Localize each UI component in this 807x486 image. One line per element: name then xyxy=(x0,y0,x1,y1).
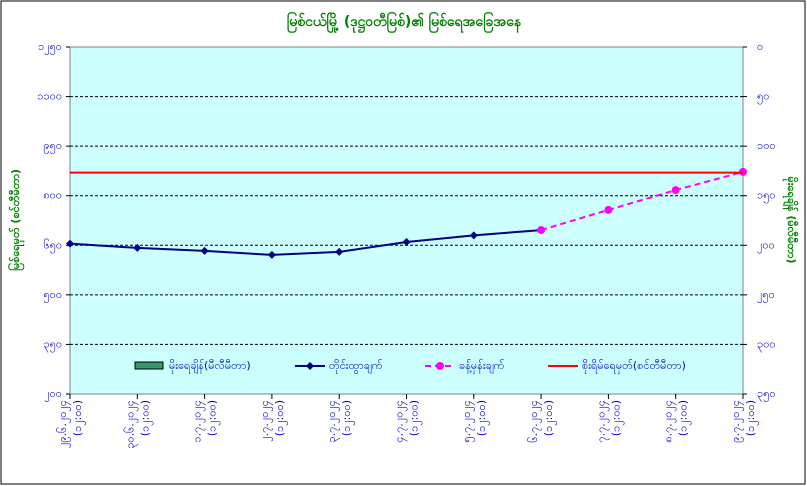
y2-tick-label: ၀ xyxy=(757,40,763,53)
x-tick-time: (၁၂:၀၀) xyxy=(408,400,423,436)
y2-tick-label: ၁၀၀ xyxy=(757,139,776,152)
chart-title: မြစ်ငယ်မြို့ (ဒုဋ္ဌဝတီမြစ်)၏ မြစ်ရေအခြေအ… xyxy=(287,12,522,33)
y-tick-label: ၂၀၀ xyxy=(44,387,62,402)
x-tick-label: ၁.၇.၂၀၂၄ (၁၂:၀၀) xyxy=(191,400,221,443)
point xyxy=(335,247,344,256)
point xyxy=(604,205,613,214)
y-tick-label: ၆၅၀ xyxy=(43,238,62,253)
legend-label: ခန့်မှန်းချက် xyxy=(459,359,505,374)
y2-tick-label: ၅၀ xyxy=(757,90,769,105)
point xyxy=(267,250,276,259)
x-tick-label: ၆.၇.၂၀၂၄ (၁၂:၀၀) xyxy=(527,400,557,443)
point xyxy=(200,246,209,255)
point xyxy=(133,243,142,252)
y2-tick-label: ၂၅၀ xyxy=(757,288,775,303)
y2-axis-title: မိုးရေချိန် (မီလီမီတာ) xyxy=(782,177,799,264)
x-tick-label: ၇.၇.၂၀၂၄ (၁၂:၀၀) xyxy=(594,400,624,443)
y2-tick-label: ၃၀၀ xyxy=(757,337,776,352)
x-tick-time: (၁၂:၀၀) xyxy=(744,400,759,436)
x-tick-label: ၉.၇.၂၀၂၄ (၁၂:၀၀) xyxy=(729,400,759,443)
legend-label: စိုးရိမ်ရေမှတ်(စင်တီမီတာ) xyxy=(582,359,686,374)
legend-marker xyxy=(436,362,444,370)
series-line xyxy=(69,229,542,256)
x-tick-time: (၁၂:၀၀) xyxy=(273,400,288,436)
plot-area xyxy=(69,46,744,395)
point xyxy=(671,186,680,195)
y-tick-label: ၁၂၅၀ xyxy=(38,40,62,55)
x-tick-time: (၁၂:၀၀) xyxy=(677,400,692,436)
y-tick-label: ၁၁၀၀ xyxy=(37,90,62,103)
x-tick-time: (၁၂:၀၀) xyxy=(138,400,153,436)
legend-swatch xyxy=(134,361,164,370)
x-tick-date: ၇.၇.၂၀၂၄ xyxy=(594,400,609,443)
x-tick-time: (၁၂:၀၀) xyxy=(475,400,490,436)
x-tick-label: ၃.၇.၂၀၂၄ (၁၂:၀၀) xyxy=(325,400,355,443)
point xyxy=(537,226,546,235)
x-tick-label: ၂.၇.၂၀၂၄ (၁၂:၀၀) xyxy=(258,400,288,442)
y2-tick-label: ၂၀၀ xyxy=(757,238,775,253)
y-tick-label: ၉၅၀ xyxy=(43,139,62,154)
x-tick-date: ၂.၇.၂၀၂၄ xyxy=(258,400,273,442)
x-tick-date: ၃.၇.၂၀၂၄ xyxy=(325,400,340,443)
x-tick-label: ၄.၇.၂၀၂၄ (၁၂:၀၀) xyxy=(393,400,423,443)
x-tick-date: ၅.၇.၂၀၂၄ xyxy=(460,400,475,443)
x-tick-time: (၁၂:၀၀) xyxy=(71,400,86,436)
series-line xyxy=(540,170,744,232)
x-tick-date: ၆.၇.၂၀၂၄ xyxy=(527,400,542,443)
x-tick-date: ၉.၇.၂၀၂၄ xyxy=(729,400,744,443)
x-tick-date: ၂၉.၆.၂၀၂၄ xyxy=(56,400,71,448)
x-tick-date: ၁.၇.၂၀၂၄ xyxy=(191,400,206,443)
x-tick-label: ၃၀.၆.၂၀၂၄ (၁၂:၀၀) xyxy=(123,400,153,449)
legend-label: မိုးရေချိန်(မီလီမီတာ) xyxy=(169,359,251,374)
x-tick-label: ၅.၇.၂၀၂၄ (၁၂:၀၀) xyxy=(460,400,490,443)
x-tick-time: (၁၂:၀၀) xyxy=(206,400,221,436)
x-tick-label: ၂၉.၆.၂၀၂၄ (၁၂:၀၀) xyxy=(56,400,86,448)
x-tick-date: ၈.၇.၂၀၂၄ xyxy=(662,400,677,443)
x-tick-label: ၈.၇.၂၀၂၄ (၁၂:၀၀) xyxy=(662,400,692,443)
x-tick-time: (၁၂:၀၀) xyxy=(340,400,355,436)
legend-label: တိုင်းထွာချက် xyxy=(329,359,383,374)
x-tick-date: ၃၀.၆.၂၀၂၄ xyxy=(123,400,138,449)
point xyxy=(66,239,74,248)
y-tick-label: ၅၀၀ xyxy=(43,288,62,303)
y2-tick-label: ၁၅၀ xyxy=(757,189,776,204)
point xyxy=(402,237,411,246)
x-tick-time: (၁၂:၀၀) xyxy=(542,400,557,436)
point xyxy=(469,231,478,240)
y2-tick-label: ၃၅၀ xyxy=(757,387,776,402)
y-tick-label: ၈၀၀ xyxy=(43,189,62,202)
y-axis-title: မြစ်ရေမှတ် (စင်တီမီတာ) xyxy=(7,169,25,271)
x-tick-time: (၁၂:၀၀) xyxy=(609,400,624,436)
x-tick-date: ၄.၇.၂၀၂၄ xyxy=(393,400,408,443)
y-tick-label: ၃၅၀ xyxy=(43,337,62,352)
legend-marker xyxy=(306,362,314,370)
